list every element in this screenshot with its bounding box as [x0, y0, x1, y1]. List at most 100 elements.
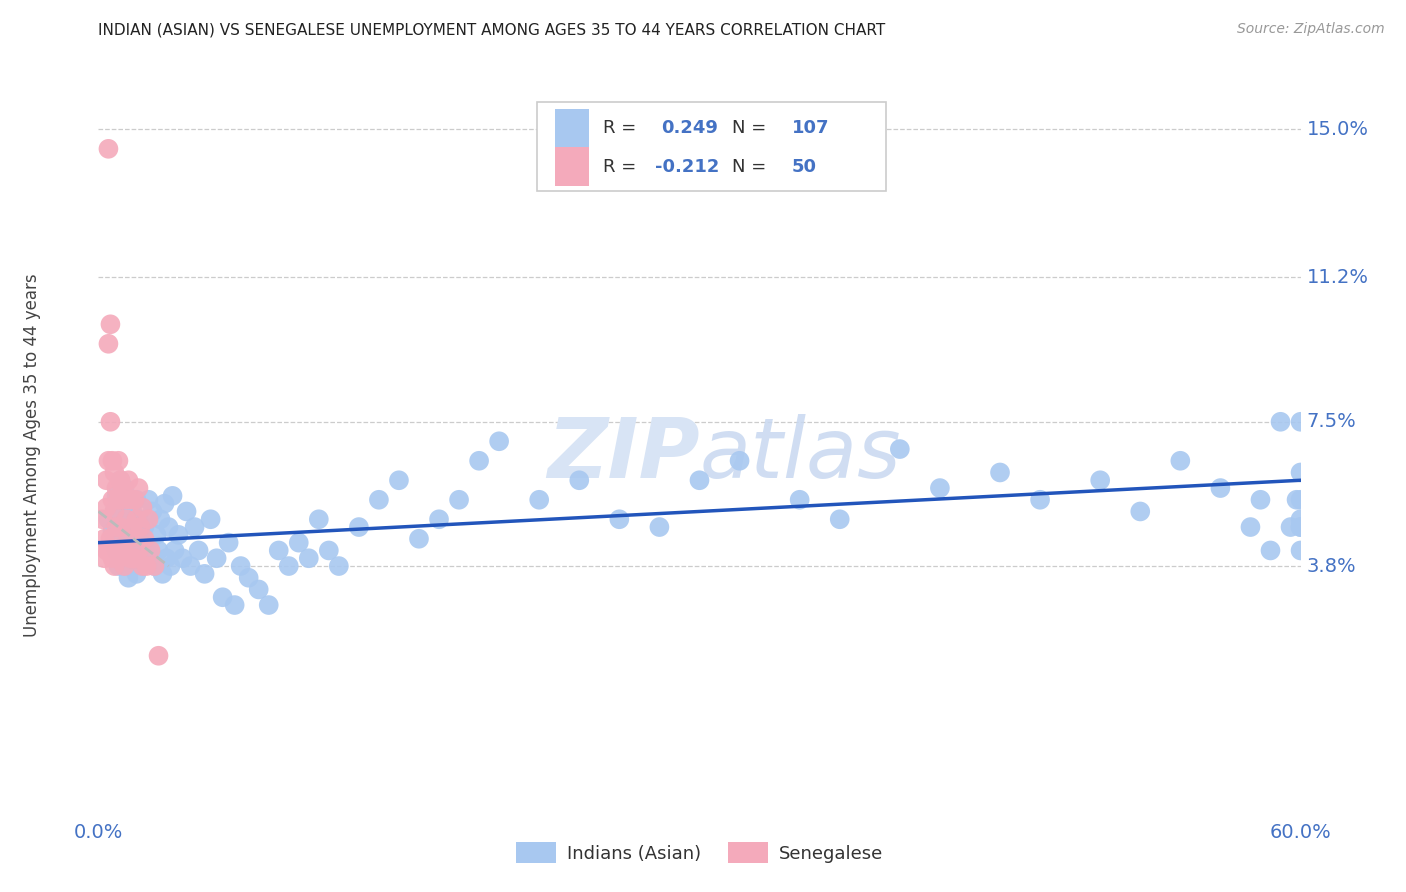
Point [1209, 481, 1232, 495]
Point [128, 481, 150, 495]
Point [159, 559, 181, 574]
Point [134, 532, 156, 546]
Point [114, 481, 136, 495]
Point [138, 492, 160, 507]
Text: 107: 107 [792, 120, 830, 137]
Text: INDIAN (ASIAN) VS SENEGALESE UNEMPLOYMENT AMONG AGES 35 TO 44 YEARS CORRELATION : INDIAN (ASIAN) VS SENEGALESE UNEMPLOYMEN… [98, 22, 886, 37]
Point [107, 543, 129, 558]
Point [105, 520, 128, 534]
Point [1279, 520, 1302, 534]
Point [1285, 492, 1308, 507]
Point [388, 473, 411, 487]
Text: 11.2%: 11.2% [1306, 268, 1368, 287]
Point [1260, 543, 1282, 558]
Point [1029, 492, 1052, 507]
Point [117, 473, 139, 487]
Text: ZIP: ZIP [547, 415, 699, 495]
Point [138, 512, 160, 526]
Point [101, 551, 124, 566]
FancyBboxPatch shape [537, 102, 886, 191]
Point [988, 466, 1011, 480]
Point [103, 535, 125, 549]
Point [135, 559, 157, 574]
Point [100, 415, 122, 429]
Point [427, 512, 450, 526]
Point [205, 551, 228, 566]
Point [308, 512, 330, 526]
Point [125, 492, 148, 507]
Point [103, 504, 125, 518]
Point [176, 504, 198, 518]
Point [238, 571, 260, 585]
Point [1289, 520, 1312, 534]
Point [96, 543, 118, 558]
Point [139, 551, 162, 566]
Legend: Indians (Asian), Senegalese: Indians (Asian), Senegalese [509, 835, 890, 871]
Point [143, 559, 166, 574]
Point [124, 551, 146, 566]
Point [97, 454, 120, 468]
Text: Unemployment Among Ages 35 to 44 years: Unemployment Among Ages 35 to 44 years [24, 273, 41, 637]
Point [105, 489, 128, 503]
Point [115, 512, 138, 526]
Point [107, 454, 129, 468]
Point [267, 543, 290, 558]
Point [488, 434, 510, 449]
Point [167, 528, 190, 542]
Point [247, 582, 270, 597]
Point [318, 543, 340, 558]
Text: R =: R = [603, 120, 643, 137]
Point [347, 520, 370, 534]
Point [111, 551, 134, 566]
Point [145, 528, 167, 542]
Point [1289, 520, 1312, 534]
Point [328, 559, 350, 574]
Point [134, 520, 156, 534]
Point [789, 492, 811, 507]
Text: atlas: atlas [699, 415, 901, 495]
Point [114, 559, 136, 574]
Point [124, 520, 146, 534]
Point [224, 598, 246, 612]
Point [124, 543, 146, 558]
Point [124, 492, 146, 507]
Point [728, 454, 751, 468]
Point [131, 559, 153, 574]
Point [128, 512, 150, 526]
Point [96, 500, 118, 515]
Text: Source: ZipAtlas.com: Source: ZipAtlas.com [1237, 22, 1385, 37]
Point [105, 481, 128, 495]
Point [163, 543, 186, 558]
Point [288, 535, 311, 549]
Point [135, 543, 157, 558]
Point [648, 520, 671, 534]
Point [111, 500, 134, 515]
Point [103, 504, 125, 518]
Point [155, 551, 177, 566]
Point [121, 520, 143, 534]
Point [1270, 415, 1292, 429]
Point [152, 566, 174, 581]
Point [97, 512, 120, 526]
Point [107, 520, 129, 534]
Point [447, 492, 470, 507]
Point [568, 473, 591, 487]
Point [200, 512, 222, 526]
Point [1289, 466, 1312, 480]
Point [828, 512, 851, 526]
Point [91, 512, 114, 526]
Point [117, 532, 139, 546]
Point [114, 492, 136, 507]
Point [172, 551, 194, 566]
Point [131, 559, 153, 574]
Point [101, 492, 124, 507]
Point [408, 532, 430, 546]
Text: 3.8%: 3.8% [1306, 557, 1357, 575]
Point [111, 481, 134, 495]
Point [110, 473, 132, 487]
Point [229, 559, 252, 574]
Point [110, 473, 132, 487]
Point [107, 492, 129, 507]
Point [114, 559, 136, 574]
Point [148, 543, 170, 558]
